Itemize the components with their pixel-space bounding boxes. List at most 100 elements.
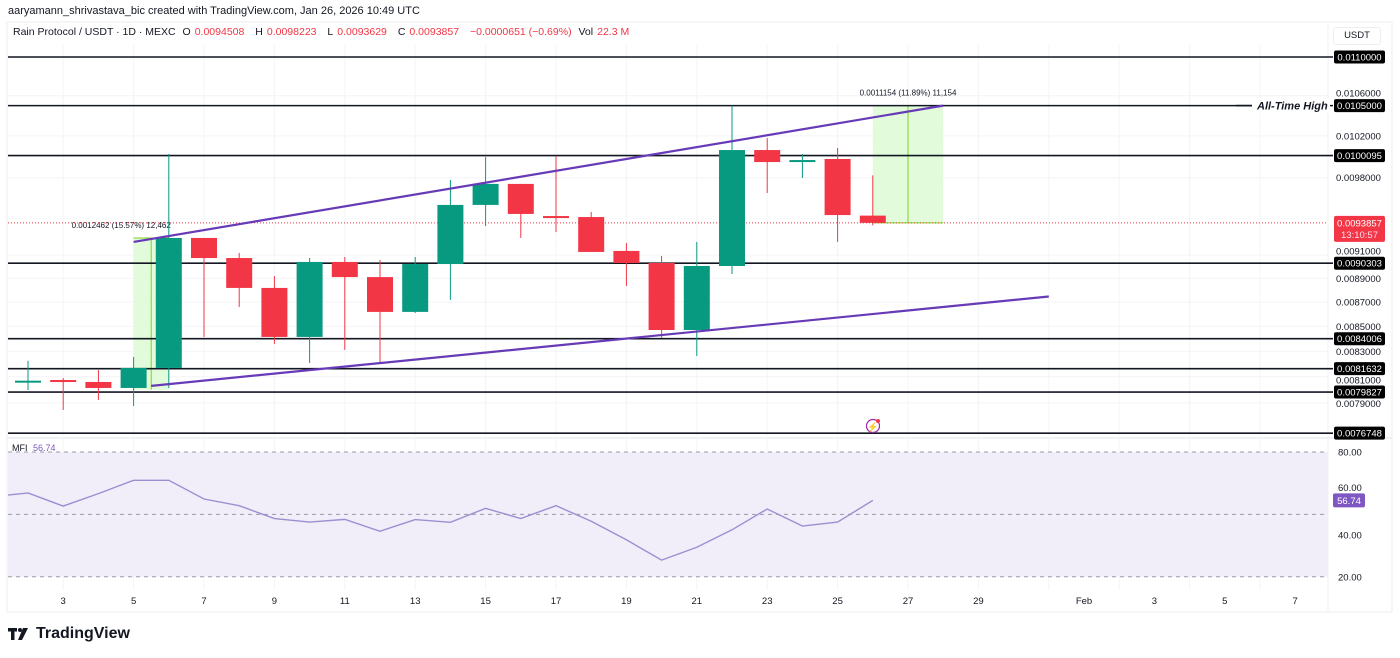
time-tick-label: 7 [201, 596, 206, 607]
ohlc-open: O 0.0094508 [183, 26, 249, 38]
candle [472, 157, 499, 226]
time-tick-label: 11 [340, 596, 350, 607]
time-tick-label: 9 [272, 596, 277, 607]
close-label: C [397, 26, 406, 38]
bar-countdown: 13:10:57 [1341, 230, 1378, 241]
time-tick-label: 21 [692, 596, 703, 607]
close-value: 0.0093857 [409, 26, 460, 38]
price-change: −0.0000651 (−0.69%) [469, 26, 572, 38]
open-value: 0.0094508 [194, 26, 245, 38]
measure-label: 0.0011154 (11.89%) 11,154 [860, 89, 957, 98]
time-tick-label: 15 [480, 596, 491, 607]
low-label: L [327, 26, 334, 38]
tradingview-brand: TradingView [36, 625, 130, 642]
candle-body [683, 266, 710, 331]
time-tick-label: Feb [1076, 596, 1092, 607]
candle [367, 259, 393, 363]
mfi-value-badge [1333, 493, 1365, 508]
candle-body [50, 380, 77, 383]
price-level-label: 0.0079827 [1337, 388, 1382, 399]
candle-body [824, 159, 851, 216]
candle-body [402, 264, 429, 312]
mfi-line [8, 479, 874, 561]
candle [261, 276, 288, 344]
candle [85, 369, 112, 401]
ath-label: All-Time High [1256, 101, 1328, 113]
price-tick-label: 0.0079000 [1336, 399, 1381, 410]
price-level-badge [1334, 50, 1385, 64]
price-tick-label: 0.0098000 [1336, 173, 1381, 184]
chart-frame [6, 21, 1393, 613]
price-tick-label: 0.0106000 [1336, 89, 1381, 100]
mfi-tick-label: 40.00 [1338, 531, 1362, 542]
time-tick-label: 23 [762, 596, 773, 607]
candle [507, 183, 534, 238]
current-price-badge [1334, 215, 1385, 242]
candle [789, 153, 816, 178]
candle-body [789, 160, 816, 163]
time-tick-label: 3 [61, 596, 66, 607]
volume-label: Vol [578, 26, 594, 38]
candle-body [507, 183, 534, 214]
chart-credit: aaryamann_shrivastava_bic created with T… [8, 5, 420, 17]
candle-body [719, 150, 745, 267]
candle-body [437, 204, 464, 265]
candle-body [261, 287, 288, 337]
time-tick-label: 13 [410, 596, 421, 607]
price-level-badge [1334, 385, 1385, 399]
price-level-label: 0.0105000 [1337, 101, 1382, 112]
candle [402, 256, 429, 313]
currency-button[interactable]: USDT [1333, 27, 1381, 45]
symbol-legend: Rain Protocol / USDT · 1D · MEXC O 0.0094… [13, 26, 637, 38]
time-tick-label: 25 [832, 596, 843, 607]
ath-label-bg [1252, 98, 1330, 113]
candle [648, 255, 675, 339]
candle [719, 105, 745, 275]
current-price-label: 0.0093857 [1337, 218, 1382, 229]
mfi-tick-label: 20.00 [1338, 572, 1362, 583]
price-level-badge [1334, 362, 1385, 376]
time-tick-label: 3 [1152, 596, 1157, 607]
time-tick-label: 5 [1222, 596, 1227, 607]
tradingview-logo[interactable]: TradingView [8, 625, 130, 643]
open-label: O [182, 26, 191, 38]
mfi-value: 56.74 [33, 443, 56, 453]
price-tick-label: 0.0102000 [1336, 131, 1381, 142]
candle-body [331, 261, 358, 278]
candle [15, 360, 41, 391]
candle-body [120, 367, 147, 388]
time-tick-label: 17 [551, 596, 562, 607]
low-value: 0.0093629 [337, 26, 387, 38]
tradingview-logo-icon [8, 628, 28, 640]
volume-value: 22.3 M [597, 26, 630, 38]
lightning-glyph: ⚡ [867, 421, 878, 433]
time-tick-label: 19 [621, 596, 632, 607]
candle [754, 138, 781, 193]
candle-body [648, 262, 675, 331]
price-level-label: 0.0110000 [1337, 53, 1381, 64]
candle-body [472, 183, 499, 205]
symbol-title[interactable]: Rain Protocol / USDT · 1D · MEXC [13, 26, 176, 38]
lightning-event-icon [865, 418, 881, 434]
candle-body [155, 237, 182, 368]
candle [155, 153, 182, 388]
price-tick-label: 0.0091000 [1336, 247, 1381, 258]
candle [331, 256, 358, 350]
mfi-title: MFI [12, 443, 28, 453]
candle-body [859, 215, 886, 223]
mfi-value-badge-label: 56.74 [1337, 496, 1361, 507]
candle-body [85, 381, 112, 388]
candle [613, 242, 640, 287]
candle [859, 175, 886, 226]
candle-body [578, 217, 605, 252]
time-tick-label: 7 [1293, 596, 1298, 607]
price-tick-label: 0.0081000 [1336, 375, 1381, 386]
channel-line-lower [151, 295, 1049, 387]
candle [543, 155, 569, 233]
price-level-badge [1334, 426, 1385, 440]
candle [824, 147, 851, 242]
candle-body [754, 150, 781, 163]
mfi-tick-label: 60.00 [1338, 483, 1362, 494]
candle-body [15, 380, 41, 383]
